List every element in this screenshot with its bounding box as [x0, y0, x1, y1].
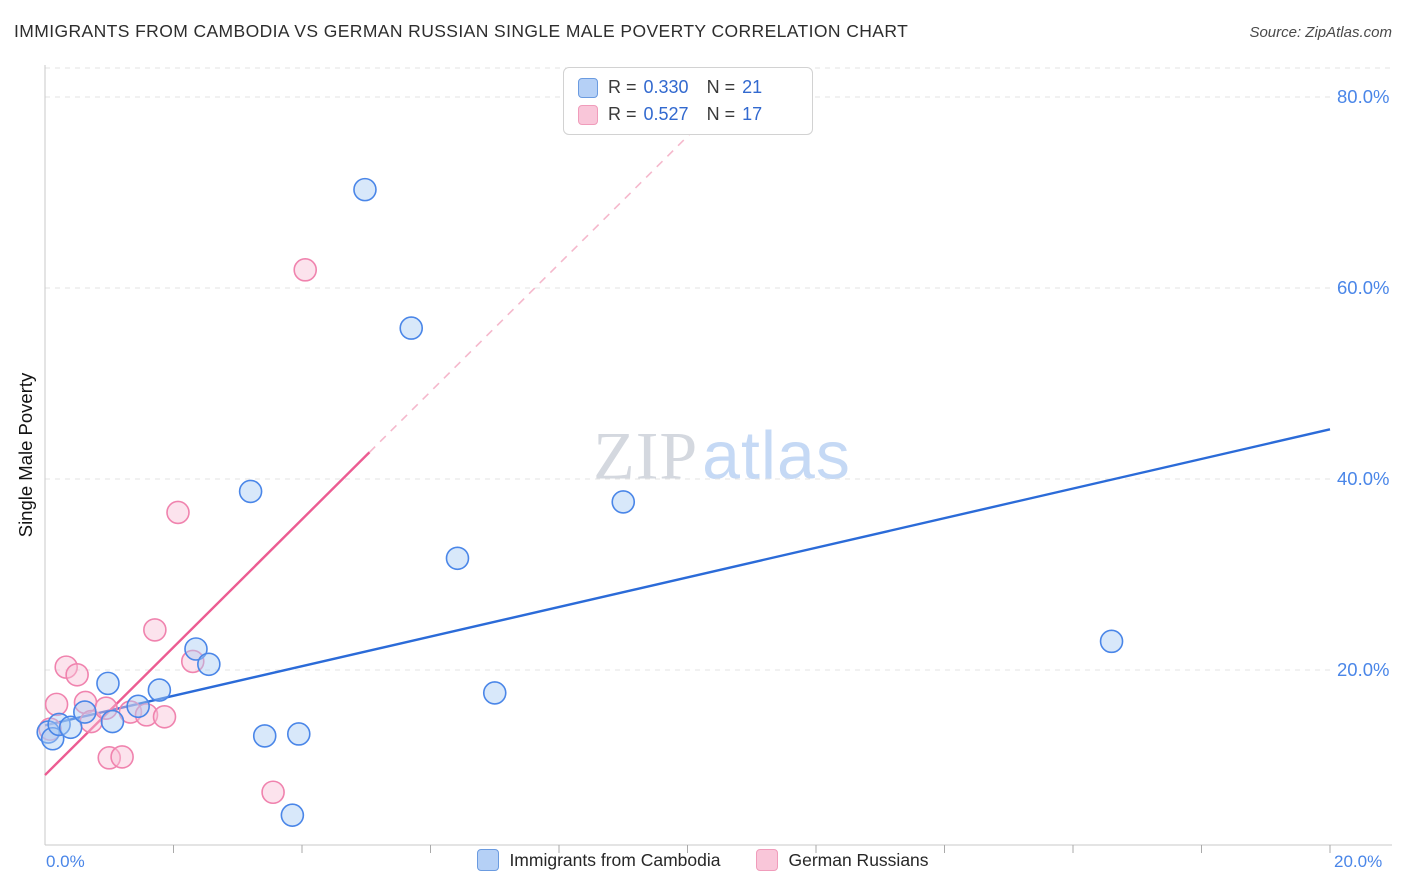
point-german-russians	[44, 692, 69, 717]
bottom-legend-label-german-russians: German Russians	[788, 849, 929, 870]
x-axis-max-label: 20.0%	[1334, 852, 1383, 871]
point-cambodia	[252, 724, 277, 748]
point-cambodia	[184, 637, 208, 661]
watermark-zip: ZIP	[593, 417, 699, 494]
point-cambodia	[100, 709, 125, 734]
n-value-german-russians: 17	[742, 104, 763, 124]
point-cambodia	[238, 479, 263, 504]
point-cambodia	[445, 546, 470, 571]
bottom-legend-item-german-russians: German Russians	[756, 849, 929, 871]
point-german-russians	[166, 500, 190, 525]
bottom-legend-label-cambodia: Immigrants from Cambodia	[509, 849, 721, 870]
point-cambodia	[1099, 629, 1124, 654]
legend-row-german-russians: R = 0.527 N = 17	[578, 104, 798, 125]
point-german-russians	[97, 746, 122, 770]
german-russians-swatch-icon	[578, 104, 598, 125]
point-cambodia	[197, 652, 221, 677]
r-label: R =	[608, 77, 637, 97]
n-label: N =	[706, 77, 736, 97]
y-tick-label: 40.0%	[1337, 468, 1389, 489]
trend-line-german-russians	[44, 451, 371, 776]
point-german-russians	[143, 618, 167, 642]
trend-line-cambodia	[44, 428, 1331, 727]
point-german-russians	[110, 745, 134, 769]
r-label: R =	[608, 104, 637, 124]
r-value-cambodia: 0.330	[643, 77, 689, 97]
point-cambodia	[58, 715, 83, 740]
source-label: Source: ZipAtlas.com	[1249, 24, 1392, 41]
point-cambodia	[611, 490, 636, 514]
bottom-legend-item-cambodia: Immigrants from Cambodia	[477, 849, 720, 871]
r-value-german-russians: 0.527	[643, 104, 689, 124]
watermark: ZIPatlas	[593, 417, 851, 496]
cambodia-swatch-icon	[477, 849, 500, 871]
point-german-russians	[134, 703, 159, 727]
point-cambodia	[482, 681, 507, 705]
bottom-legend: Immigrants from Cambodia German Russians	[0, 849, 1406, 871]
point-cambodia	[126, 694, 150, 719]
point-german-russians	[152, 704, 177, 729]
point-german-russians	[261, 780, 285, 805]
point-cambodia	[147, 678, 172, 702]
point-german-russians	[293, 258, 318, 282]
legend-row-cambodia: R = 0.330 N = 21	[578, 77, 798, 98]
german-russians-swatch-icon	[756, 849, 779, 871]
point-german-russians	[65, 662, 89, 687]
point-cambodia	[73, 700, 97, 724]
y-tick-label: 80.0%	[1337, 86, 1389, 107]
point-cambodia	[280, 803, 305, 827]
point-cambodia	[286, 722, 311, 746]
x-axis-min-label: 0.0%	[46, 852, 85, 871]
watermark-atlas: atlas	[702, 417, 851, 494]
legend-box: R = 0.330 N = 21 R = 0.527 N = 17	[563, 67, 813, 135]
n-label: N =	[706, 104, 736, 124]
point-cambodia	[399, 316, 424, 340]
n-value-cambodia: 21	[742, 77, 763, 97]
point-cambodia	[40, 726, 65, 751]
point-cambodia	[96, 671, 120, 696]
y-tick-label: 60.0%	[1337, 277, 1389, 298]
point-cambodia	[353, 177, 377, 202]
cambodia-swatch-icon	[578, 77, 598, 98]
page-title: IMMIGRANTS FROM CAMBODIA VS GERMAN RUSSI…	[14, 21, 909, 41]
y-tick-label: 20.0%	[1337, 659, 1389, 680]
